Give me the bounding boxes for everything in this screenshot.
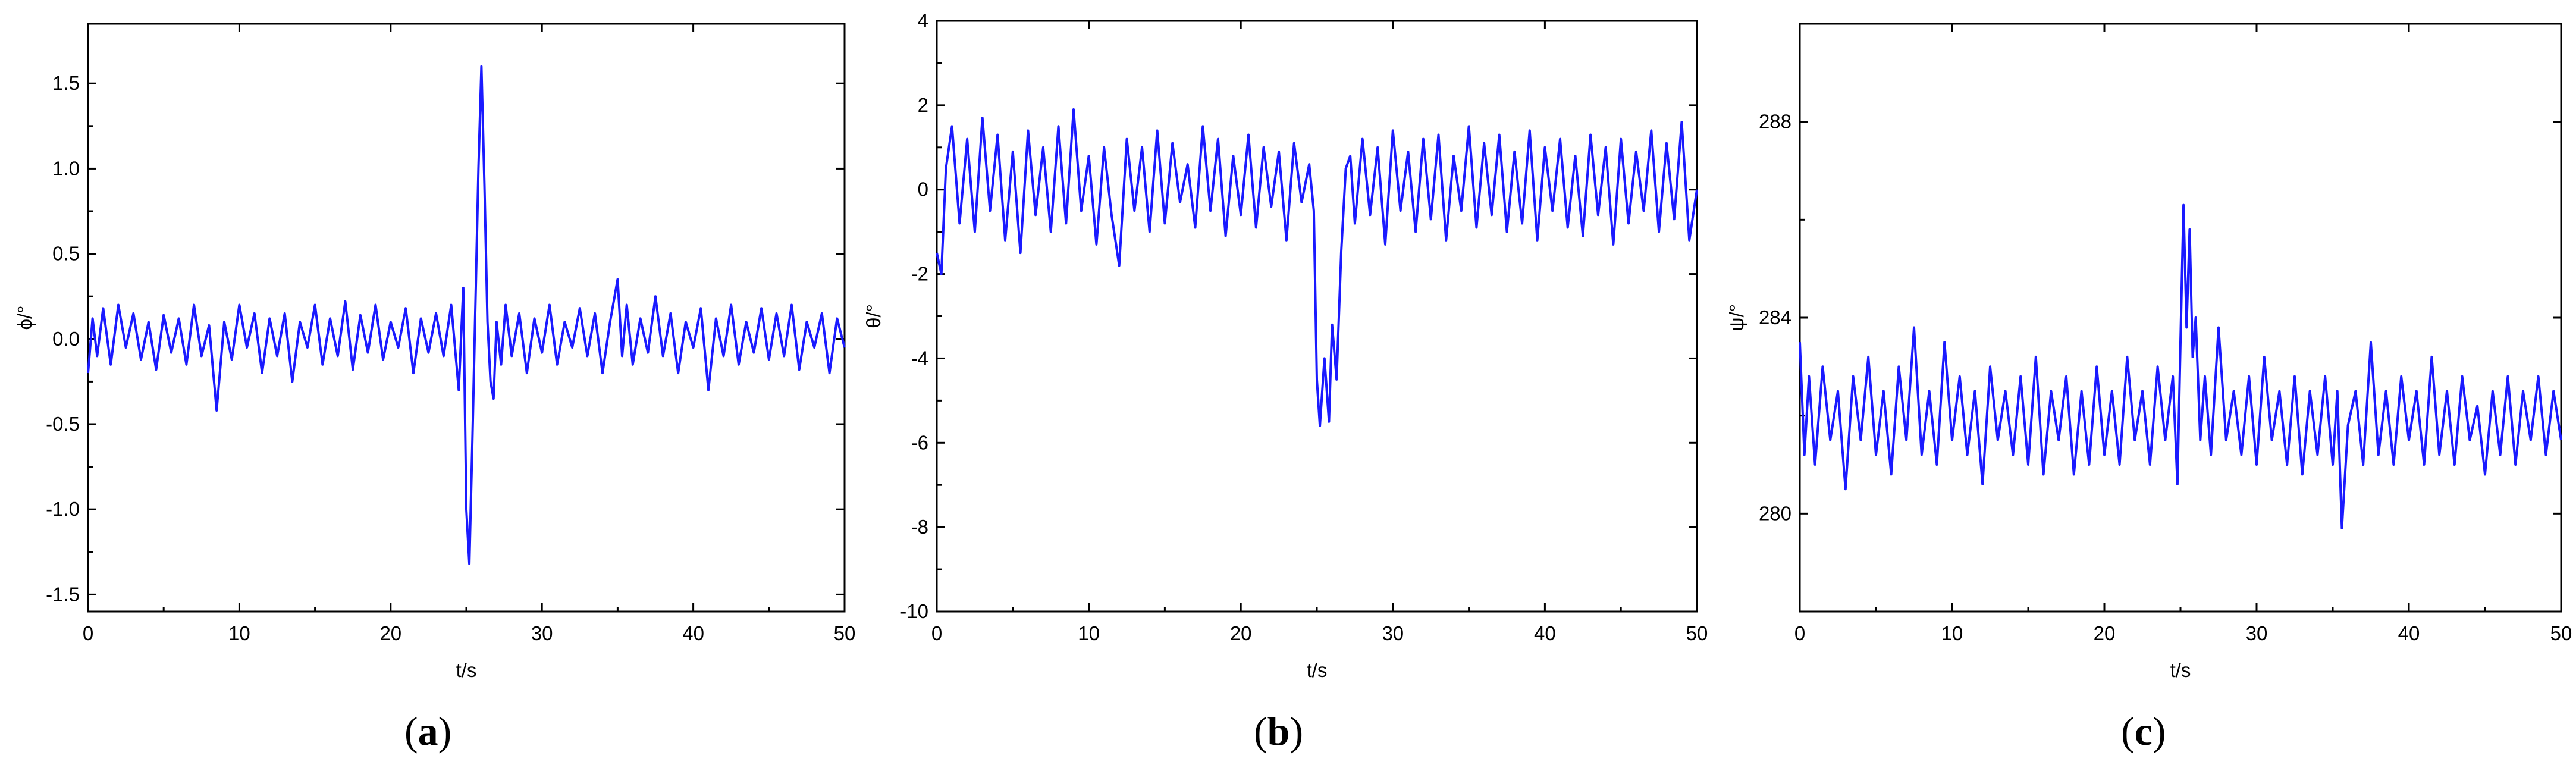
y-tick-label: 2 (918, 94, 928, 116)
y-axis-title: θ/° (862, 304, 884, 328)
y-tick-label: -1.0 (46, 498, 80, 520)
y-axis-title: ϕ/° (14, 306, 36, 330)
x-tick-label: 30 (1382, 622, 1404, 644)
y-tick-label: -2 (911, 263, 928, 285)
y-tick-label: 4 (918, 10, 928, 32)
panel-caption-a: (a) (404, 709, 452, 754)
y-tick-label: 0.0 (52, 328, 80, 350)
y-tick-label: -4 (911, 347, 928, 369)
chart-panel-c: 0 10 20 30 40 50 280 284 288 t/s ψ/° (c) (1717, 0, 2575, 768)
x-tick-label: 0 (83, 622, 93, 644)
chart-panel-a: 0 10 20 30 40 50 -1.5 -1.0 -0.5 0.0 0.5 1.0 1.5 t/s ϕ/… (0, 0, 858, 768)
x-tick-label: 10 (1941, 622, 1963, 644)
x-tick-label: 30 (2246, 622, 2268, 644)
x-tick-label: 50 (1686, 622, 1708, 644)
chart-c-svg: 0 10 20 30 40 50 280 284 288 t/s ψ/° (1725, 23, 2572, 681)
x-tick-label: 40 (2398, 622, 2420, 644)
x-tick-label: 40 (682, 622, 704, 644)
x-tick-label: 30 (531, 622, 553, 644)
x-tick-label: 50 (2550, 622, 2572, 644)
x-tick-label: 20 (2094, 622, 2116, 644)
series-line (1799, 203, 2562, 529)
y-axis-title: ψ/° (1725, 304, 1747, 331)
panel-caption-b: (b) (1254, 709, 1304, 754)
x-tick-label: 20 (379, 622, 401, 644)
x-tick-label: 50 (834, 622, 856, 644)
y-tick-label: 280 (1759, 502, 1791, 524)
y-tick-label: 284 (1759, 306, 1791, 328)
x-tick-label: 10 (228, 622, 250, 644)
x-tick-label: 0 (1794, 622, 1805, 644)
chart-a-svg: 0 10 20 30 40 50 -1.5 -1.0 -0.5 0.0 0.5 1.0 1.5 t/s ϕ/… (14, 23, 856, 681)
series-line (87, 65, 846, 565)
y-tick-label: 288 (1759, 111, 1791, 133)
x-axis-title: t/s (456, 659, 477, 681)
y-tick-label: -8 (911, 516, 928, 538)
y-tick-label: 1.5 (52, 72, 80, 94)
x-axis-title: t/s (2170, 659, 2191, 681)
y-tick-label: -0.5 (46, 413, 80, 435)
x-tick-label: 20 (1230, 622, 1252, 644)
x-tick-label: 0 (931, 622, 942, 644)
x-tick-label: 40 (1534, 622, 1556, 644)
y-tick-label: -10 (900, 600, 928, 622)
y-tick-label: 1.0 (52, 157, 80, 179)
chart-b-svg: 0 10 20 30 40 50 -10 -8 -6 -4 -2 0 2 4 t/s θ/° (862, 10, 1708, 681)
y-tick-label: 0.5 (52, 243, 80, 265)
y-tick-label: 0 (918, 178, 928, 200)
y-tick-label: -6 (911, 431, 928, 453)
x-axis-title: t/s (1307, 659, 1328, 681)
series-line (936, 108, 1698, 427)
panel-caption-c: (c) (2121, 709, 2166, 754)
y-tick-label: -1.5 (46, 583, 80, 605)
chart-panel-b: 0 10 20 30 40 50 -10 -8 -6 -4 -2 0 2 4 t/s θ/° (b) (858, 0, 1717, 768)
x-tick-label: 10 (1078, 622, 1100, 644)
